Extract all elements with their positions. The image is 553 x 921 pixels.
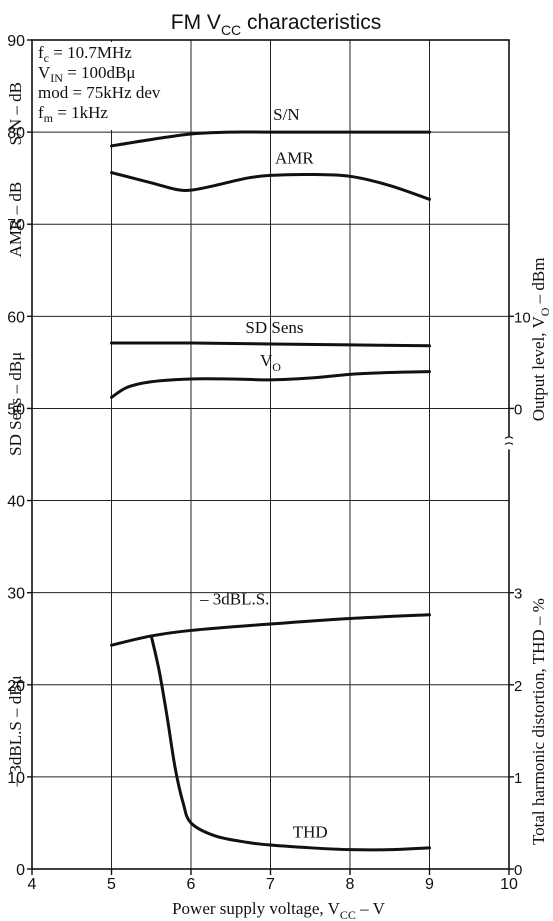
series-lines xyxy=(110,130,431,852)
series-label-main: THD xyxy=(293,823,328,842)
axis-labels: Power supply voltage, VCC – V S/N – dB AMR… xyxy=(6,82,552,921)
series-line-thd xyxy=(149,634,431,852)
x-tick-label: 10 xyxy=(500,876,518,893)
condition-tail: = 1kHz xyxy=(53,103,108,122)
series-label-s-n: S/N xyxy=(273,105,299,124)
y-tick-label: 60 xyxy=(7,309,25,326)
x-tick-label: 8 xyxy=(346,876,355,893)
series-label-thd: THD xyxy=(293,823,328,842)
condition-tail: = 100dBμ xyxy=(63,63,136,82)
series-line-v xyxy=(110,370,431,399)
x-axis-label-main: Power supply voltage, V xyxy=(172,899,341,918)
x-axis-label-sub: CC xyxy=(340,908,356,921)
y-tick-label: 80 xyxy=(7,125,25,142)
series-label-sd-sens: SD Sens xyxy=(245,318,303,337)
y-tick-label: 40 xyxy=(7,494,25,511)
right-axis-label-output-tail: – dBm xyxy=(529,258,548,308)
condition-sub: IN xyxy=(50,71,63,85)
left-axis-label: AMR – dB xyxy=(6,182,25,258)
left-axis-label: SD Sens – dBμ xyxy=(6,352,25,456)
y-tick-label: 70 xyxy=(7,217,25,234)
left-axis-label: – 3dBL.S – dBμ xyxy=(6,675,25,787)
condition-line: mod = 75kHz dev xyxy=(38,83,161,102)
conditions-background xyxy=(34,42,182,130)
y-tick-label: 20 xyxy=(7,678,25,695)
right-tick-label: 2 xyxy=(514,678,522,695)
series-label-main: AMR xyxy=(275,148,314,167)
y-tick-label: 50 xyxy=(7,401,25,418)
series-label-main: SD Sens xyxy=(245,318,303,337)
right-axis-label-output-sub: O xyxy=(538,307,552,316)
right-axis-label-output: Output level, VO – dBm xyxy=(529,258,552,422)
axis-break-icon xyxy=(504,436,514,445)
condition-main: V xyxy=(38,63,51,82)
condition-line: fm = 1kHz xyxy=(38,103,108,125)
condition-main: f xyxy=(38,103,44,122)
series-label-amr: AMR xyxy=(275,148,314,167)
condition-line: fc = 10.7MHz xyxy=(38,43,132,65)
y-tick-label: 30 xyxy=(7,586,25,603)
condition-tail: = 10.7MHz xyxy=(49,43,132,62)
series-line-s-n xyxy=(110,130,431,148)
x-axis-label-tail: – V xyxy=(356,899,386,918)
grid xyxy=(32,40,509,869)
right-tick-label: 1 xyxy=(514,770,522,787)
x-tick-label: 4 xyxy=(28,876,37,893)
chart-title-main: FM V xyxy=(171,11,221,34)
y-tick-label: 0 xyxy=(16,862,25,879)
x-tick-label: 5 xyxy=(107,876,116,893)
chart-title: FM VCC characteristics xyxy=(171,11,381,38)
condition-sub: m xyxy=(44,111,54,125)
series-label-v: VO xyxy=(260,351,281,374)
x-tick-label: 9 xyxy=(425,876,434,893)
x-tick-label: 7 xyxy=(266,876,275,893)
series-label-main: V xyxy=(260,351,273,370)
x-tick-label: 6 xyxy=(187,876,196,893)
chart-title-tail: characteristics xyxy=(241,11,381,34)
series-label-main: S/N xyxy=(273,105,299,124)
right-axis-label-thd: Total harmonic distortion, THD – % xyxy=(529,598,548,845)
series-label-main: – 3dBL.S. xyxy=(199,590,269,609)
series-line-amr xyxy=(110,171,431,201)
chart-title-sub: CC xyxy=(221,22,241,38)
condition-line: VIN = 100dBμ xyxy=(38,63,136,85)
series-labels: S/N AMR SD Sens VO – 3dBL.S. THD xyxy=(199,105,328,842)
series-label-sub: O xyxy=(272,360,281,374)
y-tick-label: 10 xyxy=(7,770,25,787)
right-tick-label: 0 xyxy=(514,862,522,879)
right-axis-label-output-main: Output level, V xyxy=(529,316,548,422)
x-axis-label: Power supply voltage, VCC – V xyxy=(172,899,386,921)
y-tick-label: 90 xyxy=(7,33,25,50)
series-label-3dbl-s: – 3dBL.S. xyxy=(199,590,269,609)
right-tick-label: 0 xyxy=(514,401,522,418)
condition-sub: c xyxy=(44,51,49,65)
series-line-sd-sens xyxy=(110,341,431,348)
condition-main: f xyxy=(38,43,44,62)
left-axis-label: S/N – dB xyxy=(6,82,25,145)
right-tick-label: 10 xyxy=(514,309,531,326)
right-tick-label: 3 xyxy=(514,586,522,603)
condition-main: mod = 75kHz dev xyxy=(38,83,161,102)
plot-frame xyxy=(31,39,514,870)
